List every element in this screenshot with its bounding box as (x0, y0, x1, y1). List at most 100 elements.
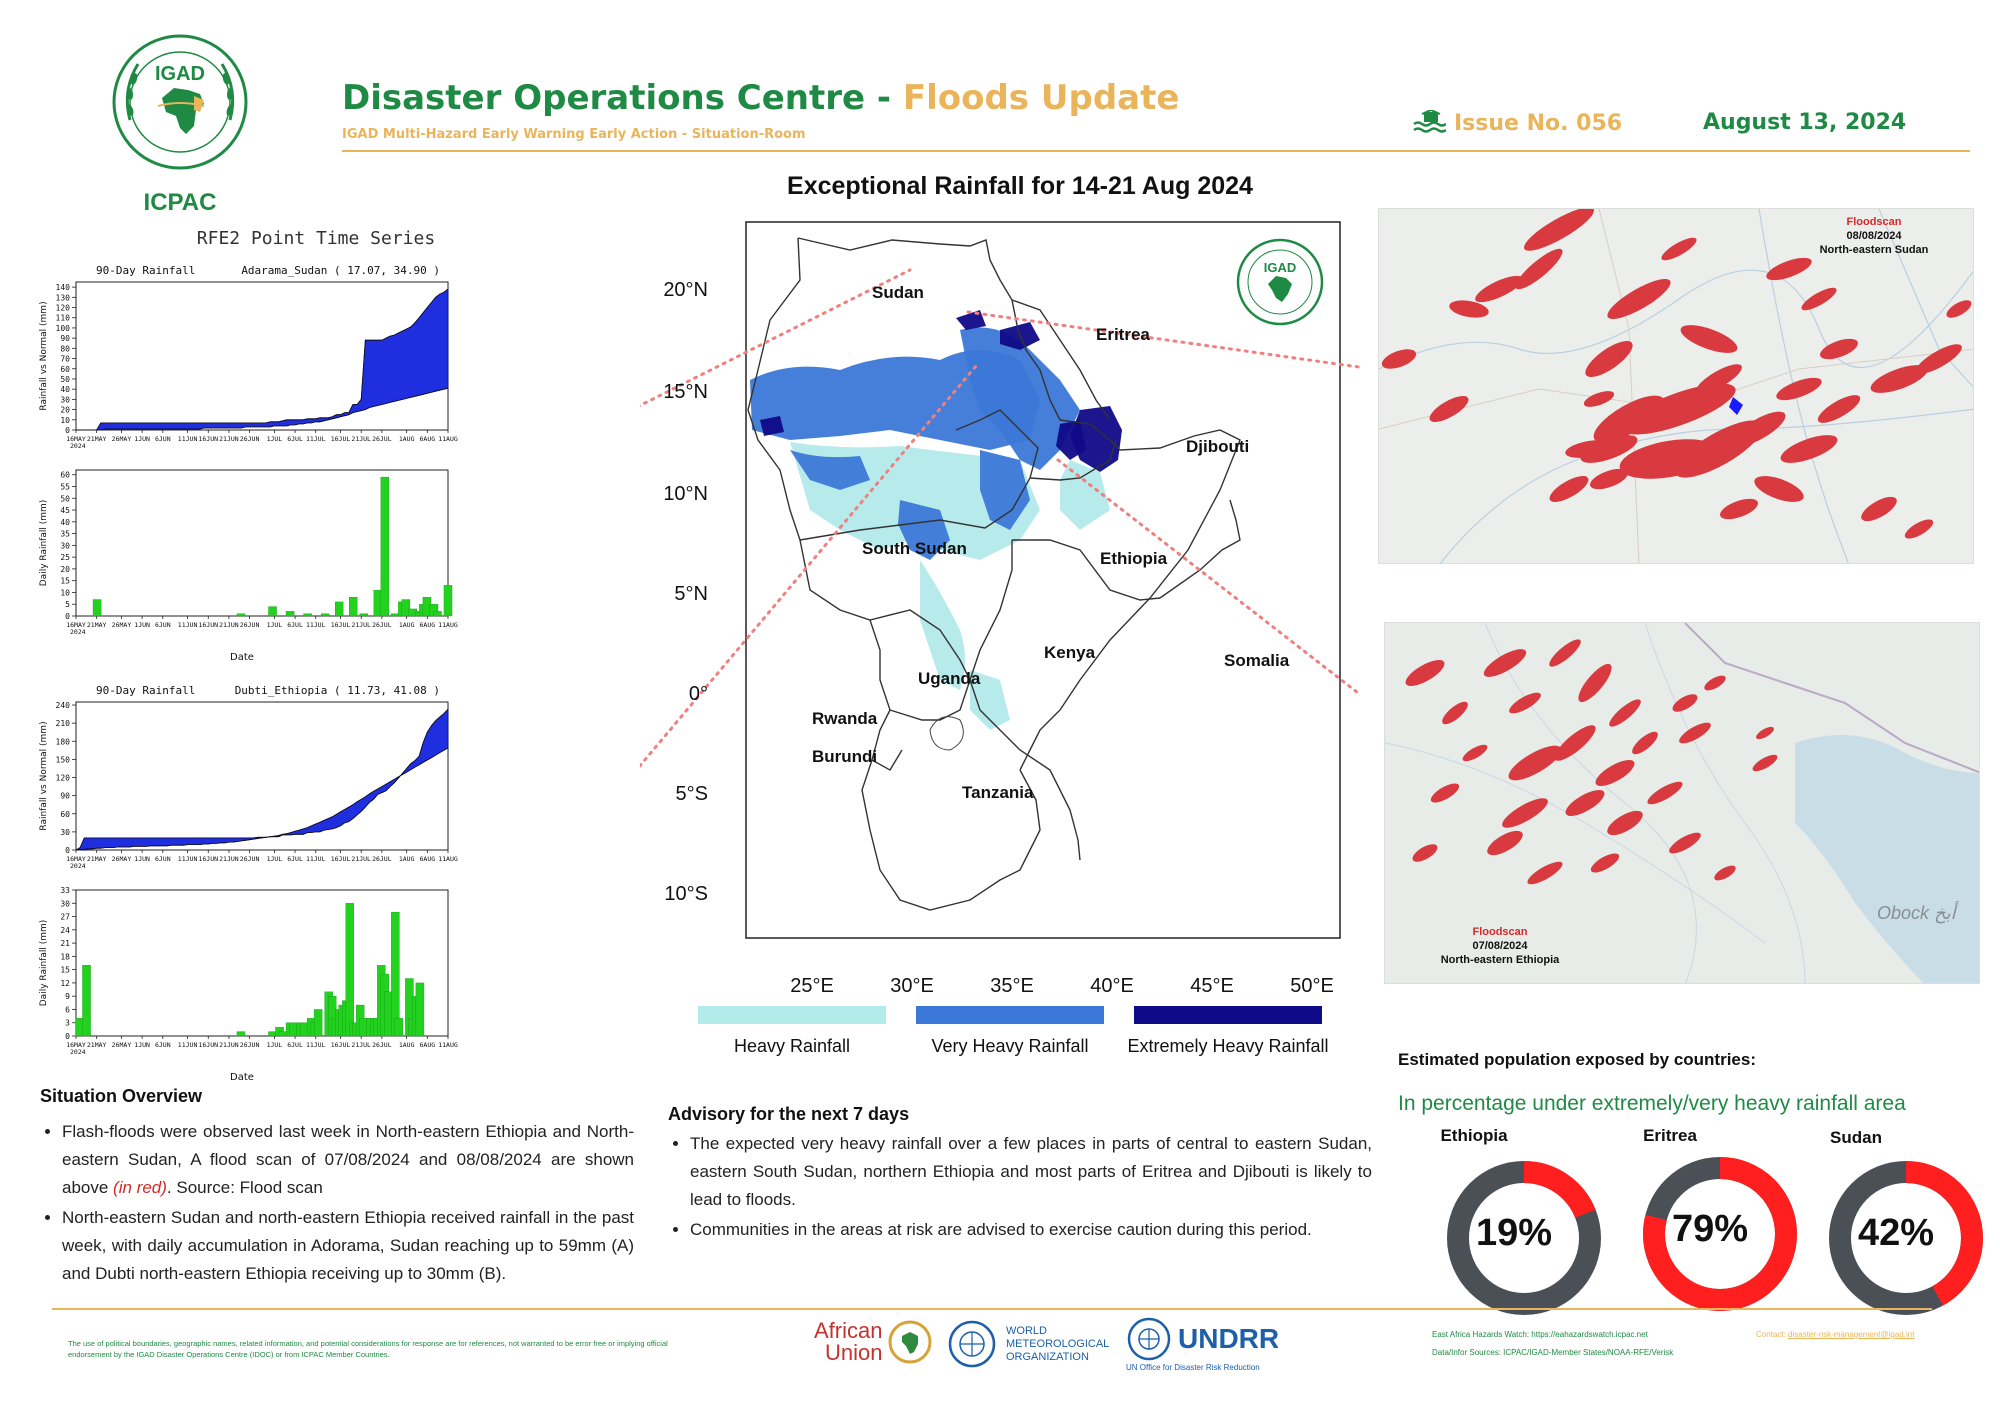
legend-label-extreme: Extremely Heavy Rainfall (1127, 1036, 1328, 1056)
undrr-text: UNDRR (1178, 1323, 1280, 1354)
x-tick-label: 6AUG (420, 435, 436, 443)
lat-label: 10°N (663, 483, 708, 505)
x-tick-label: 6JUL (287, 621, 303, 629)
hazards-watch-link[interactable]: East Africa Hazards Watch: https://eahaz… (1432, 1330, 1648, 1339)
floodscan-map-ethiopia: Obock أبخ Floodscan 07/08/2024 North-eas… (1384, 622, 1980, 984)
donut-country-eritrea: Eritrea (1643, 1126, 1697, 1145)
label-ethiopia: Ethiopia (1100, 549, 1168, 568)
x-tick-label: 26JUN (240, 435, 260, 443)
page-title: Disaster Operations Centre - Floods Upda… (342, 78, 1179, 118)
flood-extent (1669, 832, 1701, 854)
time-series-title: RFE2 Point Time Series (196, 228, 436, 249)
y-tick-label: 25 (60, 553, 70, 562)
flood-extent (1680, 325, 1738, 353)
country-labels: Sudan Eritrea Djibouti South Sudan Ethio… (812, 283, 1290, 802)
y-tick-label: 40 (60, 518, 70, 527)
flood-extent (1752, 754, 1778, 772)
y-tick-label: 60 (60, 810, 70, 819)
title-accent: Floods Update (902, 78, 1180, 118)
lat-label: 5°S (676, 783, 708, 805)
wmo-line3: ORGANIZATION (1006, 1350, 1089, 1363)
y-tick-label: 30 (60, 899, 70, 908)
flood-extent (1672, 694, 1698, 712)
flood-extent (1590, 853, 1620, 873)
lat-label: 5°N (674, 583, 708, 605)
x-tick-label: 1JUL (267, 435, 283, 443)
wmo-line1: WORLD (1006, 1324, 1047, 1337)
x-axis-label: Date (230, 652, 254, 663)
flood-extent (1609, 699, 1641, 727)
donut-ethiopia (1447, 1161, 1601, 1315)
map-place-obock: Obock أبخ (1877, 901, 1960, 924)
y-tick-label: 24 (60, 926, 70, 935)
map-frame (745, 221, 1341, 939)
flood-extent (1820, 338, 1858, 360)
flood-extent (1776, 377, 1822, 401)
rainfall-map: IGAD Sudan Eritrea Djibouti South Sudan … (640, 221, 1360, 1056)
x-year-label: 2024 (70, 442, 86, 450)
daily-rain-bar (345, 903, 354, 1037)
x-tick-label: 1AUG (399, 1041, 415, 1049)
plot-frame (75, 701, 449, 851)
rain-patch (960, 327, 1080, 470)
flood-extent (1405, 660, 1445, 686)
flood-extent (1801, 287, 1837, 311)
flood-extent (1732, 411, 1786, 447)
x-tick-label: 6AUG (420, 621, 436, 629)
flood-extent (1590, 468, 1628, 490)
flood-extent (1607, 810, 1643, 836)
y-axis-label: Daily Rainfall (mm) (39, 920, 49, 1007)
x-tick-label: 26MAY (112, 855, 132, 863)
lat-label: 0° (689, 683, 708, 705)
daily-rain-bar (415, 982, 425, 1037)
advisory-heading: Advisory for the next 7 days (668, 1104, 910, 1124)
advisory-bullet: The expected very heavy rainfall over a … (690, 1130, 1372, 1214)
x-tick-label: 16JUL (331, 621, 351, 629)
lon-label: 40°E (1090, 975, 1134, 997)
y-tick-label: 100 (56, 324, 71, 333)
population-heading: Estimated population exposed by countrie… (1398, 1050, 1756, 1069)
y-tick-label: 110 (56, 314, 71, 323)
x-tick-label: 11AUG (438, 1041, 458, 1049)
y-tick-label: 30 (60, 541, 70, 550)
x-tick-label: 6JUN (155, 855, 171, 863)
x-tick-label: 11JUL (306, 435, 326, 443)
x-tick-label: 16JUN (198, 1041, 218, 1049)
x-tick-label: 21MAY (87, 1041, 107, 1049)
x-tick-label: 1JUL (267, 855, 283, 863)
y-tick-label: 210 (56, 719, 71, 728)
donut-arc (1829, 1161, 1983, 1315)
situation-bullet: Flash-floods were observed last week in … (62, 1118, 634, 1202)
x-axis-label: Date (230, 1072, 254, 1083)
daily-rain-bar (303, 613, 312, 617)
daily-rain-bar (401, 599, 411, 617)
flood-extent (1502, 798, 1548, 828)
flood-extent (1549, 476, 1589, 502)
x-tick-label: 1JUN (134, 621, 150, 629)
label-rwanda: Rwanda (812, 709, 878, 728)
disclaimer: The use of political boundaries, geograp… (68, 1339, 668, 1359)
flood-extent (1442, 701, 1468, 725)
label-uganda: Uganda (918, 669, 981, 688)
lon-labels: 25°E 30°E 35°E 40°E 45°E 50°E (790, 975, 1334, 997)
connector-lines (640, 268, 1360, 769)
contact-email-link[interactable]: disaster-risk-management@igad.int (1788, 1330, 1915, 1339)
y-tick-label: 0 (65, 426, 70, 435)
daily-rain-bar (285, 611, 295, 617)
y-tick-label: 90 (60, 334, 70, 343)
rain-patch (1060, 460, 1110, 530)
x-tick-label: 16JUL (331, 1041, 351, 1049)
x-tick-label: 1JUL (267, 621, 283, 629)
daily-rain-bar (82, 965, 91, 1037)
flood-extent (1475, 275, 1523, 303)
x-tick-label: 21JUN (219, 621, 239, 629)
x-tick-label: 26JUL (372, 1041, 392, 1049)
y-tick-label: 10 (60, 416, 70, 425)
panel-heading-left: 90-Day Rainfall (96, 264, 195, 277)
x-tick-label: 16JUL (331, 435, 351, 443)
label-kenya: Kenya (1044, 643, 1096, 662)
flood-extent (1679, 722, 1711, 744)
daily-rain-bar (92, 599, 102, 617)
x-tick-label: 16MAY (66, 1041, 86, 1049)
y-tick-label: 33 (60, 886, 70, 895)
